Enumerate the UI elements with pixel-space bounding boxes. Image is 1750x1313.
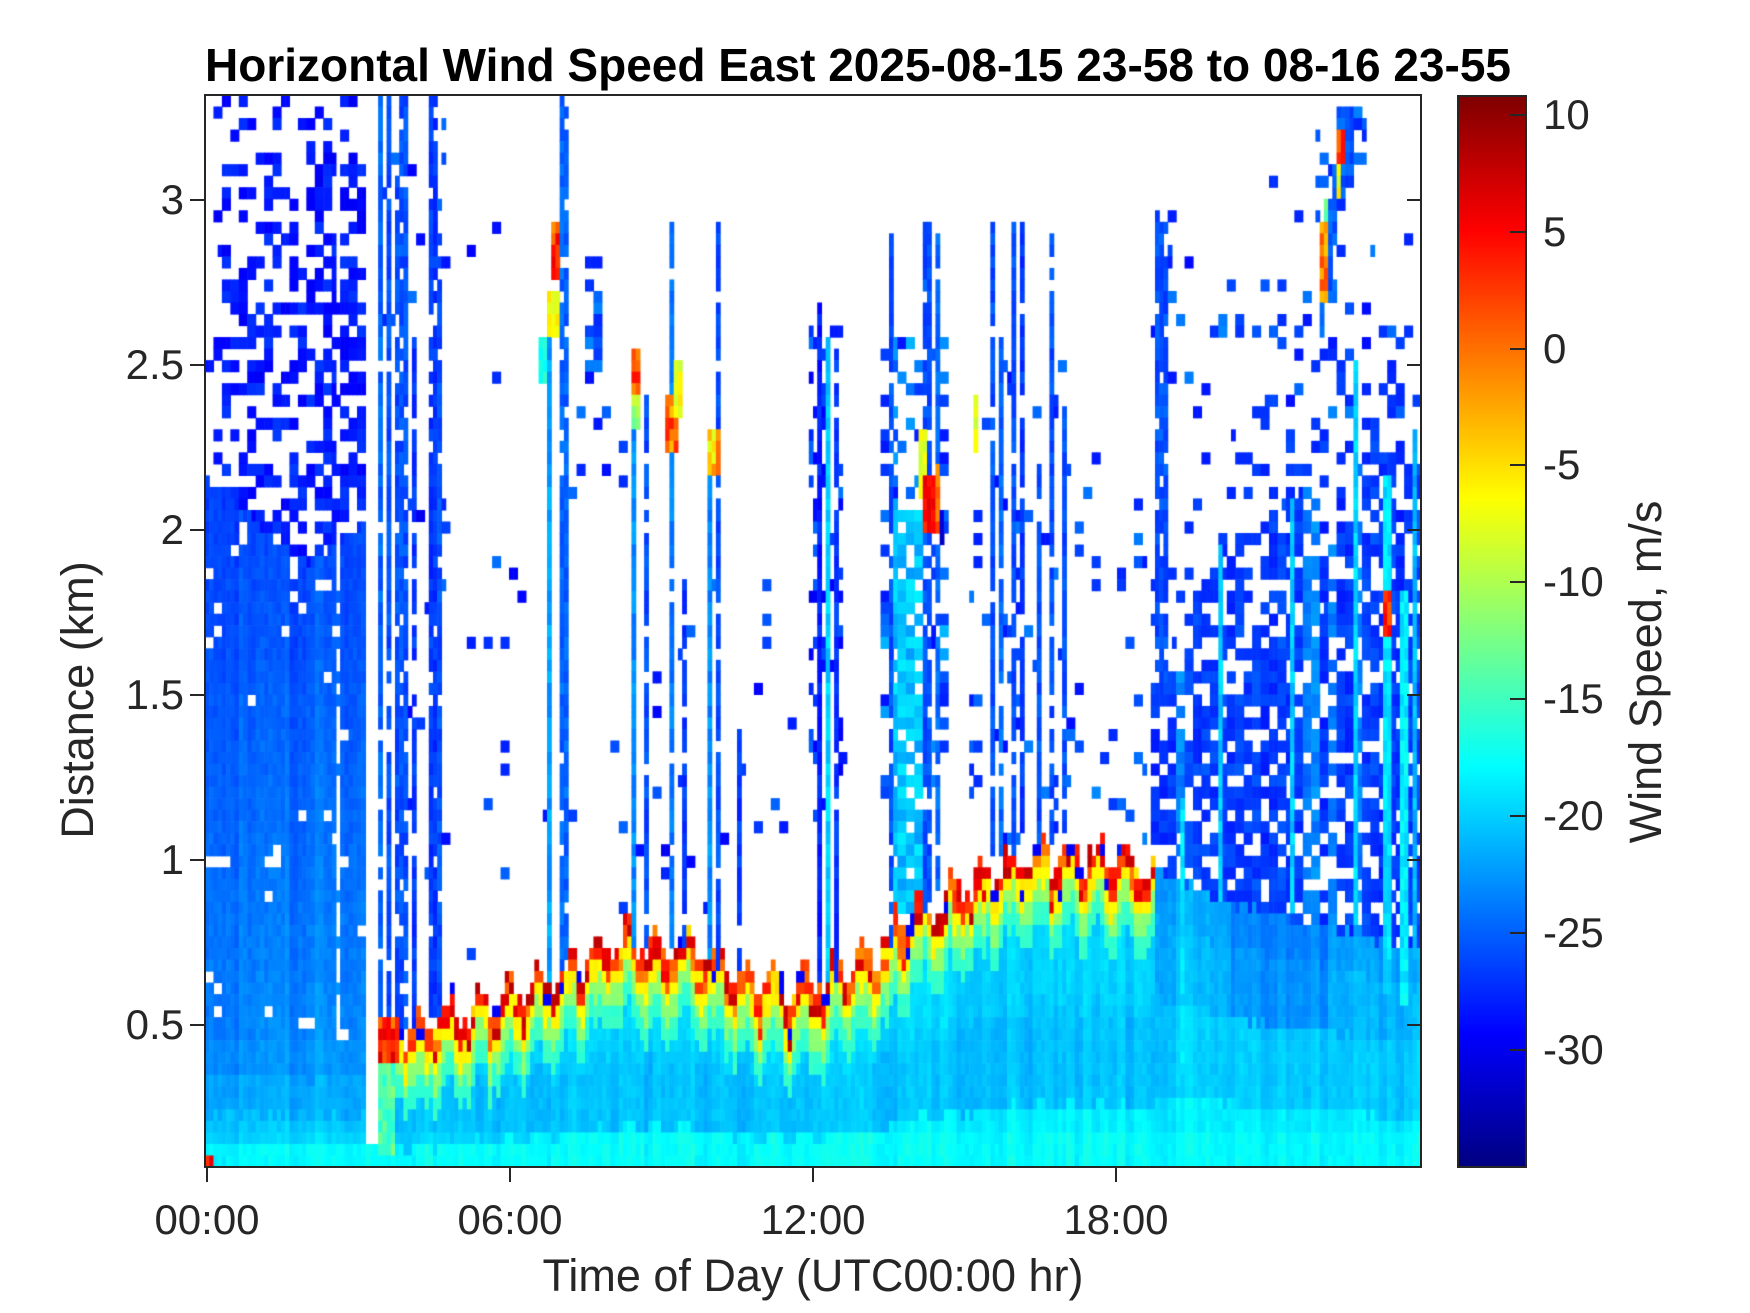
colorbar-tick-label: 0: [1543, 324, 1567, 372]
y-tick-mark: [190, 859, 204, 861]
colorbar-tick-mark: [1510, 464, 1526, 467]
y-tick-mark: [190, 1024, 204, 1026]
x-tick-label: 06:00: [457, 1196, 563, 1243]
colorbar-tick-label: -20: [1543, 792, 1604, 840]
y-tick-label: 1.5: [125, 671, 184, 718]
colorbar-tick-mark: [1510, 815, 1526, 818]
x-tick-label: 18:00: [1063, 1196, 1169, 1243]
x-tick-label: 12:00: [760, 1196, 866, 1243]
colorbar-tick-label: -5: [1543, 441, 1581, 489]
y-tick-mark-right: [1407, 199, 1421, 201]
y-tick-mark-right: [1407, 694, 1421, 696]
y-tick-label: 0.5: [125, 1001, 184, 1048]
x-tick-label: 00:00: [154, 1196, 260, 1243]
y-tick-label: 3: [160, 176, 184, 223]
chart-title: Horizontal Wind Speed East 2025-08-15 23…: [205, 39, 1511, 91]
colorbar-label: Wind Speed, m/s: [1620, 500, 1671, 844]
y-tick-mark: [190, 364, 204, 366]
x-tick-mark: [206, 1168, 208, 1182]
x-tick-mark: [509, 1168, 511, 1182]
colorbar-tick-mark: [1510, 113, 1526, 116]
y-tick-mark: [190, 529, 204, 531]
colorbar-tick-mark: [1510, 932, 1526, 935]
y-tick-mark-right: [1407, 859, 1421, 861]
colorbar-canvas: [1458, 96, 1526, 1167]
x-tick-mark: [812, 1168, 814, 1182]
y-tick-label: 1: [160, 836, 184, 883]
x-tick-mark: [1115, 1168, 1117, 1182]
y-tick-mark-right: [1407, 1024, 1421, 1026]
x-axis-label: Time of Day (UTC00:00 hr): [542, 1250, 1084, 1301]
colorbar-tick-mark: [1510, 347, 1526, 350]
colorbar-tick-mark: [1510, 1049, 1526, 1052]
y-tick-label: 2.5: [125, 341, 184, 388]
colorbar-tick-label: 5: [1543, 207, 1567, 255]
y-tick-label: 2: [160, 506, 184, 553]
colorbar-tick-mark: [1510, 581, 1526, 584]
y-tick-mark-right: [1407, 364, 1421, 366]
colorbar-tick-label: -30: [1543, 1026, 1604, 1074]
colorbar-tick-label: -15: [1543, 675, 1604, 723]
colorbar-tick-mark: [1510, 230, 1526, 233]
colorbar-tick-label: -10: [1543, 558, 1604, 606]
y-tick-mark: [190, 694, 204, 696]
colorbar-tick-label: 10: [1543, 90, 1590, 138]
y-tick-mark: [190, 199, 204, 201]
colorbar-tick-mark: [1510, 698, 1526, 701]
colorbar-tick-label: -25: [1543, 909, 1604, 957]
y-tick-mark-right: [1407, 529, 1421, 531]
heatmap-canvas: [205, 95, 1421, 1167]
